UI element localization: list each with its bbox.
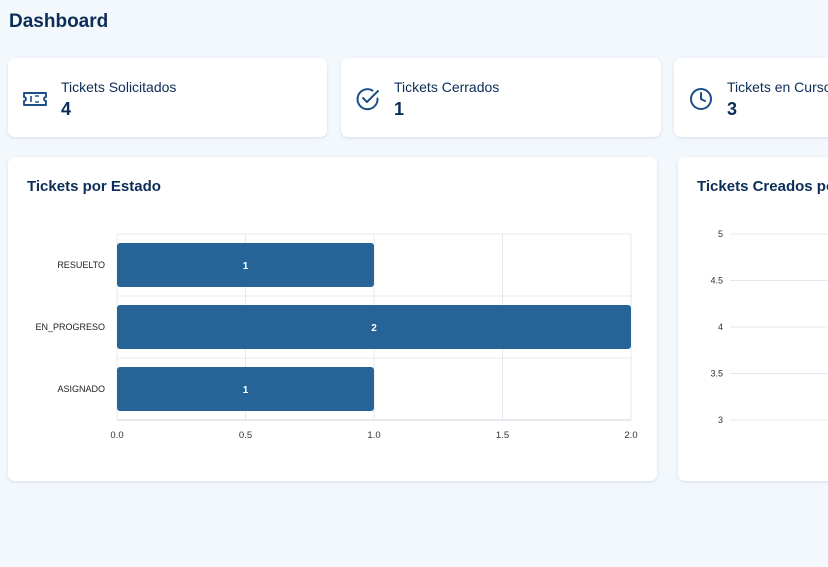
y-tick-label: 4: [718, 322, 723, 332]
page-title: Dashboard: [9, 11, 109, 32]
y-category-label: RESUELTO: [57, 260, 105, 270]
y-category-label: ASIGNADO: [57, 384, 105, 394]
bar: [117, 367, 374, 411]
bar: [117, 243, 374, 287]
ticket-icon: [23, 92, 47, 106]
tickets-creados-panel: Tickets Creados por 5 4.5 4 3.5 3: [678, 157, 828, 481]
stat-card-cerrados: Tickets Cerrados 1: [341, 58, 661, 137]
x-tick-label: 2.0: [624, 430, 637, 441]
bar-data-label: 2: [371, 323, 377, 334]
y-tick-label: 3: [718, 415, 723, 425]
bar: [117, 305, 631, 349]
x-tick-label: 0.0: [110, 430, 123, 441]
stat-label: Tickets Solicitados: [61, 79, 177, 95]
panel-title: Tickets Creados por: [697, 178, 828, 195]
stat-label: Tickets Cerrados: [394, 79, 500, 95]
x-tick-label: 1.0: [367, 430, 380, 441]
y-tick-label: 4.5: [710, 276, 723, 286]
y-tick-label: 5: [718, 229, 723, 239]
stat-card-en-curso: Tickets en Curso 3: [674, 58, 828, 137]
y-tick-label: 3.5: [710, 369, 723, 379]
stat-value: 3: [727, 99, 738, 119]
bar-data-label: 1: [243, 385, 249, 396]
x-tick-label: 1.5: [496, 430, 509, 441]
x-tick-label: 0.5: [239, 430, 252, 441]
stat-value: 1: [394, 99, 405, 119]
tickets-creados-chart: 5 4.5 4 3.5 3: [710, 229, 828, 425]
stat-value: 4: [61, 99, 72, 119]
tickets-por-estado-chart: 0.0 0.5 1.0 1.5 2.0 1 RESUELTO 2 EN_PROGRESO 1 ASI…: [35, 233, 638, 441]
y-category-label: EN_PROGRESO: [35, 322, 105, 332]
tickets-por-estado-panel: Tickets por Estado 0.0 0.5 1.0 1.5 2.0 1 RESUE…: [8, 157, 657, 481]
check-circle-icon: [356, 88, 379, 111]
stat-card-solicitados: Tickets Solicitados 4: [8, 58, 327, 137]
panel-title: Tickets por Estado: [27, 178, 161, 195]
clock-icon: [690, 88, 712, 110]
bar-data-label: 1: [243, 261, 249, 272]
stat-label: Tickets en Curso: [727, 79, 828, 95]
